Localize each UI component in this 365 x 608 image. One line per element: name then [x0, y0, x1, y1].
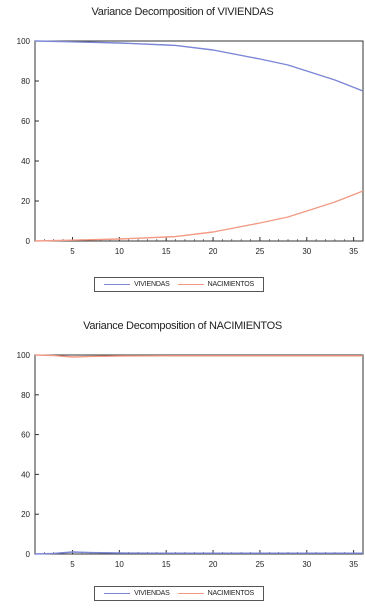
series-line-nacimientos [34, 190, 364, 242]
y-tick-label: 0 [26, 550, 31, 559]
x-tick-label: 30 [302, 247, 311, 256]
series-line-nacimientos [34, 354, 363, 358]
y-tick-label: 0 [26, 237, 31, 246]
x-tick-label: 30 [302, 560, 311, 569]
legend-item: NACIMIENTOS [177, 281, 254, 288]
legend-swatch [104, 593, 131, 594]
y-tick-label: 20 [21, 197, 30, 206]
chart-title: Variance Decomposition of NACIMIENTOS [83, 320, 282, 332]
y-tick-label: 80 [21, 77, 30, 86]
legend-label: NACIMIENTOS [207, 281, 254, 288]
legend-swatch [177, 593, 204, 594]
x-tick-label: 35 [349, 247, 358, 256]
x-tick-label: 25 [255, 247, 264, 256]
x-tick-label: 35 [349, 560, 358, 569]
legend-swatch [104, 284, 131, 285]
x-tick-label: 15 [162, 560, 171, 569]
x-tick-label: 10 [115, 247, 124, 256]
x-tick-label: 10 [115, 560, 124, 569]
y-tick-label: 20 [21, 510, 30, 519]
chart-title: Variance Decomposition of VIVIENDAS [91, 6, 274, 18]
x-tick-label: 5 [70, 560, 75, 569]
plot-frame [34, 354, 364, 555]
chart-panel-viviendas: Variance Decomposition of VIVIENDAS 5 10 1… [0, 0, 365, 300]
chart-plot: 5 10 15 20 25 30 35 0 20 40 60 80 100 [17, 37, 364, 256]
chart-legend: VIVIENDAS NACIMIENTOS [94, 277, 264, 292]
y-tick-label: 100 [17, 37, 31, 46]
legend-swatch [177, 284, 204, 285]
x-tick-label: 5 [70, 247, 75, 256]
x-tick-label: 15 [162, 247, 171, 256]
chart-legend: VIVIENDAS NACIMIENTOS [94, 586, 264, 601]
y-tick-label: 40 [21, 157, 30, 166]
y-tick-label: 40 [21, 470, 30, 479]
series-line-viviendas [34, 40, 364, 92]
chart-panel-nacimientos: Variance Decomposition of NACIMIENTOS 5 1… [0, 314, 365, 608]
legend-item: NACIMIENTOS [177, 590, 254, 597]
y-tick-label: 60 [21, 117, 30, 126]
legend-item: VIVIENDAS [104, 590, 170, 597]
x-tick-label: 20 [209, 247, 218, 256]
x-tick-label: 20 [209, 560, 218, 569]
legend-item: VIVIENDAS [104, 281, 170, 288]
legend-label: VIVIENDAS [134, 281, 170, 288]
y-tick-label: 60 [21, 431, 30, 440]
series-line-viviendas [34, 551, 363, 555]
chart-plot: 5 10 15 20 25 30 35 0 20 40 60 80 100 [17, 351, 364, 569]
x-tick-label: 25 [255, 560, 264, 569]
y-tick-label: 100 [17, 351, 31, 360]
legend-label: VIVIENDAS [134, 590, 170, 597]
plot-frame [34, 40, 364, 242]
legend-label: NACIMIENTOS [207, 590, 254, 597]
y-tick-label: 80 [21, 391, 30, 400]
